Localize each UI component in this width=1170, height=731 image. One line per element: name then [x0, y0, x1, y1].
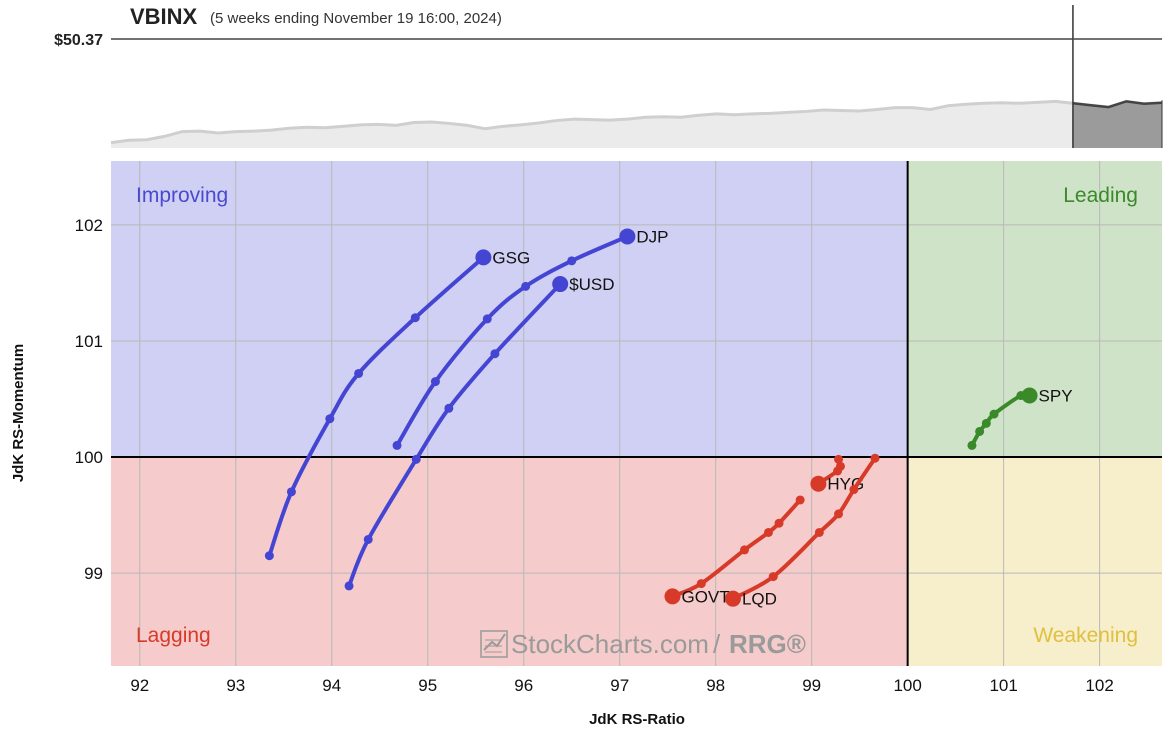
series-usd: $USD	[344, 275, 615, 591]
x-tick-label: 96	[514, 676, 533, 695]
x-tick-label: 92	[130, 676, 149, 695]
x-tick-label: 97	[610, 676, 629, 695]
leading-quadrant	[907, 161, 1162, 458]
lagging-quadrant	[111, 457, 908, 666]
trail-point	[410, 313, 420, 323]
trail-point	[833, 466, 843, 476]
trail-point	[989, 409, 999, 419]
series-trails: GSG DJP $USD SPY HYG GOVT LQD	[264, 227, 1073, 609]
trail-point	[411, 454, 421, 464]
trail-point	[354, 368, 364, 378]
x-tick-label: 95	[418, 676, 437, 695]
quadrant-backgrounds	[111, 161, 1162, 666]
y-tick-label: 100	[75, 448, 103, 467]
x-tick-label: 102	[1085, 676, 1113, 695]
watermark-brand: StockCharts.com	[511, 629, 709, 659]
improving-label: Improving	[136, 184, 228, 207]
trail-point	[490, 349, 500, 359]
series-djp: DJP	[392, 227, 669, 450]
trail-head	[724, 590, 741, 607]
center-axes	[111, 161, 1162, 666]
trail-point	[849, 485, 859, 495]
improving-quadrant	[111, 161, 908, 458]
trail-head	[619, 228, 636, 245]
trail-point	[444, 403, 454, 413]
price-line	[110, 99, 1163, 145]
trail-point	[286, 487, 296, 497]
trail-point	[344, 581, 354, 591]
trail-point	[739, 545, 749, 555]
lagging-label: Lagging	[136, 624, 211, 647]
stockcharts-watermark: StockCharts.com / RRG®	[480, 629, 806, 659]
trail-point	[482, 314, 492, 324]
trail-point	[696, 579, 706, 589]
x-tick-label: 101	[989, 676, 1017, 695]
x-tick-label: 99	[802, 676, 821, 695]
series-lqd: LQD	[724, 453, 880, 609]
trail-point	[834, 509, 844, 519]
trail-point	[768, 572, 778, 582]
x-tick-label: 94	[322, 676, 341, 695]
symbol-title: VBINX	[130, 4, 198, 29]
series-label: GOVT	[681, 587, 729, 606]
trail-point	[763, 527, 773, 537]
price-window-line	[1072, 100, 1163, 109]
series-gsg: GSG	[264, 248, 530, 561]
watermark-separator: /	[713, 629, 721, 659]
trail-head	[664, 588, 681, 605]
series-label: LQD	[742, 590, 777, 609]
weakening-quadrant	[907, 457, 1162, 666]
price-area	[111, 101, 1162, 148]
series-label: DJP	[636, 227, 668, 246]
trail-head	[552, 276, 569, 293]
trail-point	[430, 377, 440, 387]
series-label: GSG	[492, 248, 530, 267]
trail-point	[521, 281, 531, 291]
trail-point	[975, 426, 985, 436]
price-window-area	[1072, 101, 1162, 148]
x-axis-title: JdK RS-Ratio	[589, 711, 685, 728]
x-tick-label: 100	[893, 676, 921, 695]
series-hyg: HYG	[810, 454, 864, 494]
series-label: $USD	[569, 275, 614, 294]
price-label: $50.37	[54, 32, 103, 49]
trail-point	[774, 518, 784, 528]
trail-point	[325, 414, 335, 424]
trail-head	[1021, 387, 1038, 404]
trail-point	[967, 440, 977, 450]
trail-point	[795, 495, 805, 505]
trail-point	[567, 256, 577, 266]
trail-line	[267, 255, 486, 558]
watermark-product: RRG®	[729, 629, 806, 659]
trail-point	[363, 534, 373, 544]
trail-point	[392, 440, 402, 450]
weakening-label: Weakening	[1033, 624, 1138, 647]
trail-point	[834, 454, 844, 464]
y-tick-label: 101	[75, 332, 103, 351]
y-axis-title: JdK RS-Momentum	[10, 344, 27, 482]
y-tick-label: 99	[84, 564, 103, 583]
subtitle: (5 weeks ending November 19 16:00, 2024)	[210, 10, 502, 27]
leading-label: Leading	[1063, 184, 1138, 207]
x-tick-label: 98	[706, 676, 725, 695]
trail-head	[810, 475, 827, 492]
trail-point	[981, 418, 991, 428]
x-tick-label: 93	[226, 676, 245, 695]
price-history-chart	[110, 5, 1163, 148]
y-tick-label: 102	[75, 216, 103, 235]
axis-ticks: 92 93 94 95 96 97 98 99 100 101 102 99 100 101 102	[75, 216, 1114, 695]
stockcharts-logo-icon	[480, 630, 508, 658]
trail-point	[814, 527, 824, 537]
series-label: SPY	[1039, 387, 1073, 406]
series-govt: GOVT	[664, 495, 805, 606]
series-spy: SPY	[967, 387, 1073, 450]
trail-point	[264, 551, 274, 561]
trail-head	[475, 249, 492, 266]
trail-point	[870, 453, 880, 463]
